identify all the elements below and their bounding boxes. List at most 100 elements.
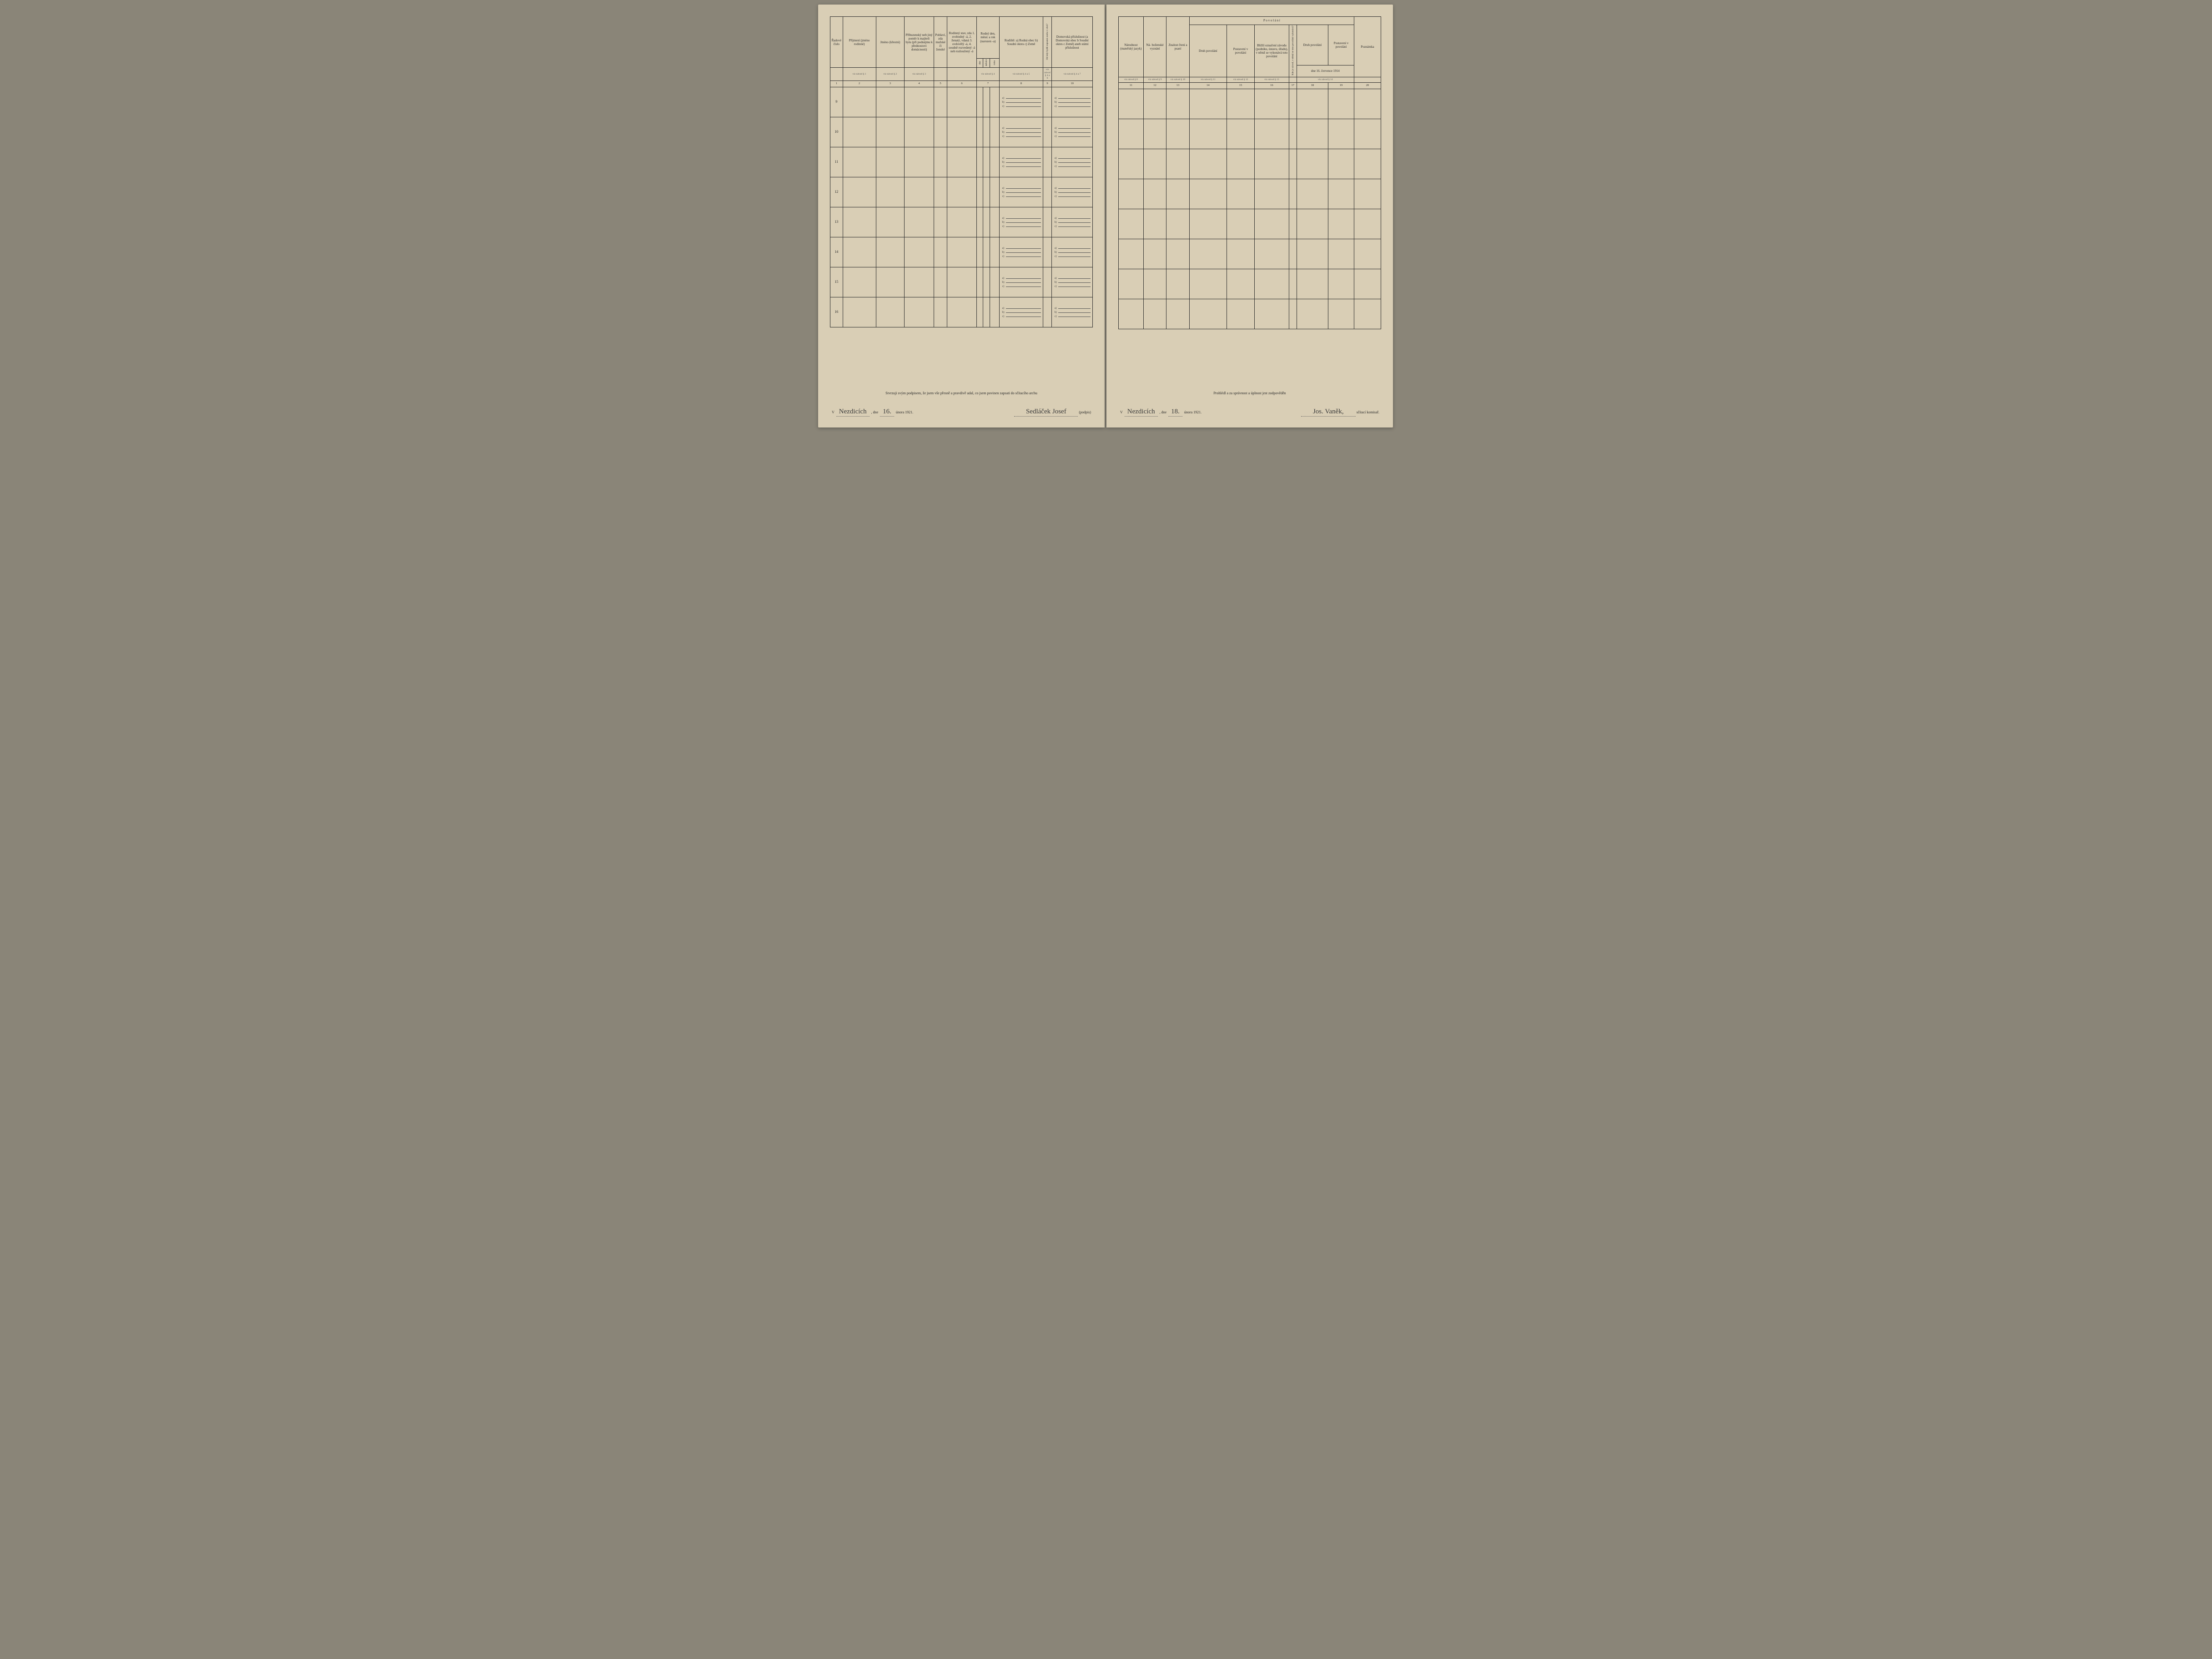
birthplace-cell: a)b)c): [999, 237, 1043, 267]
colnum: 10: [1052, 80, 1093, 87]
ref-c1819: viz návod § 14: [1297, 77, 1354, 82]
hdr-c3: Jméno (křestní): [876, 17, 905, 68]
domicile-cell: a)b)c): [1052, 297, 1093, 327]
empty-cell: [1043, 207, 1051, 237]
right-footer: Prohlédl a za správnost a úplnost jest z…: [1120, 391, 1379, 417]
ref-c12: viz návod § 9: [1143, 77, 1166, 82]
hdr-c7: Rodný den, měsíc a rok (narozen -a): [976, 17, 999, 59]
right-table: Národnost (mateřský jazyk) Ná- boženské …: [1118, 16, 1381, 329]
empty-cell: [1166, 149, 1190, 179]
empty-cell: [983, 207, 990, 237]
colnum: 9: [1043, 80, 1051, 87]
empty-cell: [1189, 299, 1227, 329]
table-row: [1119, 299, 1381, 329]
empty-cell: [1354, 179, 1381, 209]
empty-cell: [1143, 299, 1166, 329]
colnum: 15: [1227, 82, 1254, 89]
hdr-c6: Rodinný stav, zda 1. svobodný -á, 2. žen…: [947, 17, 977, 68]
empty-cell: [1043, 147, 1051, 177]
empty-cell: [1166, 119, 1190, 149]
empty-cell: [1354, 269, 1381, 299]
empty-cell: [1119, 209, 1144, 239]
empty-cell: [843, 207, 876, 237]
empty-cell: [1143, 239, 1166, 269]
table-row: [1119, 269, 1381, 299]
day-value: 16.: [880, 408, 894, 417]
domicile-cell: a)b)c): [1052, 87, 1093, 117]
left-colnum-row: 1 2 3 4 5 6 7 8 9 10: [830, 80, 1093, 87]
empty-cell: [947, 117, 977, 147]
signature: Sedláček Josef: [1014, 408, 1078, 417]
row-number: 10: [830, 117, 843, 147]
empty-cell: [983, 117, 990, 147]
ref-c2: viz návod § 1: [843, 68, 876, 80]
colnum: 11: [1119, 82, 1144, 89]
hdr-c19: Postavení v povolání: [1328, 25, 1354, 65]
empty-cell: [1354, 149, 1381, 179]
row-number: 12: [830, 177, 843, 207]
empty-cell: [947, 147, 977, 177]
empty-cell: [990, 207, 1000, 237]
table-row: 12a)b)c)a)b)c): [830, 177, 1093, 207]
left-table: Řadové číslo Příjmení (jméno rodinné) Jm…: [830, 16, 1093, 327]
colnum: 18: [1297, 82, 1328, 89]
right-statement: Prohlédl a za správnost a úplnost jest z…: [1120, 391, 1379, 395]
hdr-c20: Poznámka: [1354, 17, 1381, 77]
table-row: [1119, 89, 1381, 119]
hdr-c17: Kde je závod, v němž se toto povolání vy…: [1289, 25, 1297, 77]
place-value: Nezdicích: [1125, 408, 1158, 417]
empty-cell: [1289, 149, 1297, 179]
empty-cell: [1255, 89, 1289, 119]
empty-cell: [1255, 239, 1289, 269]
ref-c13: viz návod § 10: [1166, 77, 1190, 82]
empty-cell: [1043, 267, 1051, 297]
empty-cell: [905, 117, 934, 147]
empty-cell: [1289, 269, 1297, 299]
birthplace-cell: a)b)c): [999, 267, 1043, 297]
empty-cell: [1289, 119, 1297, 149]
empty-cell: [1297, 119, 1328, 149]
ref-c16: viz návod § 13: [1255, 77, 1289, 82]
empty-cell: [947, 237, 977, 267]
empty-cell: [1119, 239, 1144, 269]
domicile-cell: a)b)c): [1052, 267, 1093, 297]
empty-cell: [1166, 209, 1190, 239]
place-prefix: V: [1120, 410, 1123, 414]
empty-cell: [1297, 209, 1328, 239]
colnum: 8: [999, 80, 1043, 87]
empty-cell: [1255, 299, 1289, 329]
empty-cell: [990, 87, 1000, 117]
colnum: 17: [1289, 82, 1297, 89]
right-signature-block: Jos. Vaněk, sčítací komisař.: [1301, 408, 1379, 417]
table-row: 13a)b)c)a)b)c): [830, 207, 1093, 237]
empty-cell: [1043, 117, 1051, 147]
empty-cell: [990, 267, 1000, 297]
empty-cell: [934, 297, 947, 327]
empty-cell: [1189, 239, 1227, 269]
empty-cell: [983, 237, 990, 267]
empty-cell: [947, 267, 977, 297]
signature: Jos. Vaněk,: [1301, 408, 1356, 417]
birthplace-cell: a)b)c): [999, 207, 1043, 237]
empty-cell: [1143, 149, 1166, 179]
empty-cell: [1328, 299, 1354, 329]
table-row: 16a)b)c)a)b)c): [830, 297, 1093, 327]
empty-cell: [843, 87, 876, 117]
left-place-date: V Nezdicích , dne 16. února 1921.: [832, 408, 913, 417]
colnum: 16: [1255, 82, 1289, 89]
empty-cell: [1297, 89, 1328, 119]
empty-cell: [905, 237, 934, 267]
hdr-povolani: P o v o l á n í: [1189, 17, 1354, 25]
empty-cell: [1354, 239, 1381, 269]
empty-cell: [1189, 89, 1227, 119]
left-statement: Stvrzuji svým podpisem, že jsem vše přes…: [832, 391, 1091, 395]
colnum: 2: [843, 80, 876, 87]
colnum: 4: [905, 80, 934, 87]
empty-cell: [1227, 209, 1254, 239]
empty-cell: [1227, 269, 1254, 299]
table-row: 10a)b)c)a)b)c): [830, 117, 1093, 147]
ref-c9: viz návod § 4 a 6: [1043, 68, 1051, 80]
empty-cell: [1255, 269, 1289, 299]
hdr-c15: Postavení v povolání: [1227, 25, 1254, 77]
colnum: 12: [1143, 82, 1166, 89]
